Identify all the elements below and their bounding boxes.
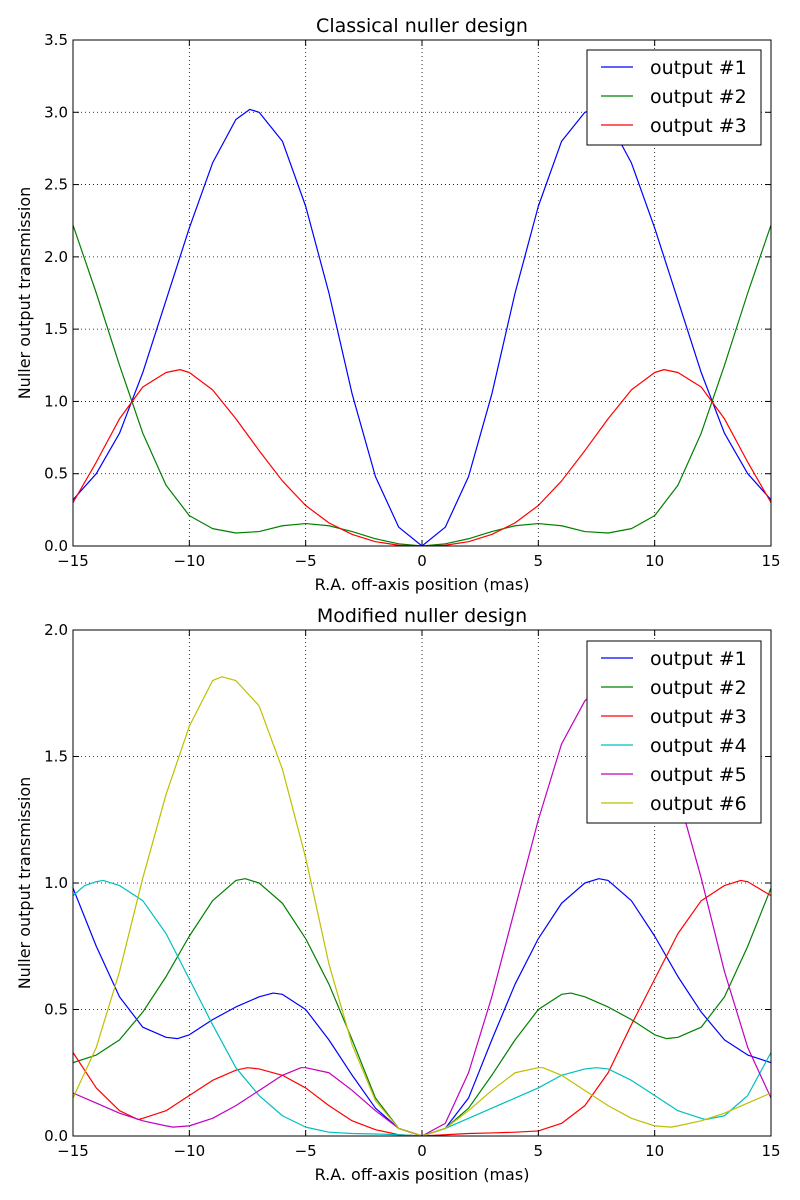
series-line-2 bbox=[73, 878, 771, 1136]
y-tick-label: 1.0 bbox=[44, 392, 68, 410]
x-tick-label: 15 bbox=[761, 1142, 780, 1160]
y-axis-label: Nuller output transmission bbox=[15, 187, 34, 400]
x-tick-label: −5 bbox=[295, 552, 317, 570]
y-tick-label: 0.5 bbox=[44, 465, 68, 483]
x-tick-label: 15 bbox=[761, 552, 780, 570]
x-tick-label: −10 bbox=[174, 552, 206, 570]
y-tick-label: 3.5 bbox=[44, 31, 68, 49]
x-tick-label: −10 bbox=[174, 1142, 206, 1160]
legend: output #1 output #2 output #3 output #4 outp… bbox=[586, 640, 762, 824]
series-line-1 bbox=[73, 878, 771, 1136]
x-tick-label: −15 bbox=[57, 552, 89, 570]
x-tick-label: 10 bbox=[645, 1142, 664, 1160]
legend-label-2: output #2 bbox=[650, 677, 747, 699]
x-tick-label: 5 bbox=[534, 552, 544, 570]
y-tick-label: 2.0 bbox=[44, 248, 68, 266]
legend-label-2: output #2 bbox=[650, 86, 747, 108]
y-tick-label: 1.0 bbox=[44, 874, 68, 892]
legend-label-3: output #3 bbox=[650, 115, 747, 137]
legend-label-6: output #6 bbox=[650, 793, 747, 815]
x-tick-label: −15 bbox=[57, 1142, 89, 1160]
x-tick-label: 0 bbox=[417, 1142, 427, 1160]
y-tick-label: 2.0 bbox=[44, 621, 68, 639]
y-tick-label: 2.5 bbox=[44, 176, 68, 194]
legend-label-1: output #1 bbox=[650, 648, 747, 670]
y-tick-label: 0.5 bbox=[44, 1001, 68, 1019]
series-line-3 bbox=[73, 369, 771, 546]
y-tick-label: 0.0 bbox=[44, 537, 68, 555]
x-axis-label: R.A. off-axis position (mas) bbox=[315, 575, 530, 594]
y-tick-label: 1.5 bbox=[44, 320, 68, 338]
x-tick-label: 10 bbox=[645, 552, 664, 570]
x-tick-label: 5 bbox=[534, 1142, 544, 1160]
chart-title: Modified nuller design bbox=[317, 605, 527, 627]
legend-label-5: output #5 bbox=[650, 764, 747, 786]
chart-1: −15 −10 −5 0 5 10 15 0.0 0.5 1.0 1.5 2.0 2.5 3.0 3.5 Cl… bbox=[15, 15, 781, 594]
y-tick-label: 0.0 bbox=[44, 1127, 68, 1145]
y-tick-label: 3.0 bbox=[44, 103, 68, 121]
legend-label-3: output #3 bbox=[650, 706, 747, 728]
x-tick-label: 0 bbox=[417, 552, 427, 570]
y-tick-label: 1.5 bbox=[44, 748, 68, 766]
x-axis-label: R.A. off-axis position (mas) bbox=[315, 1165, 530, 1184]
chart-title: Classical nuller design bbox=[316, 15, 528, 37]
legend-box bbox=[586, 49, 762, 146]
legend-label-1: output #1 bbox=[650, 57, 747, 79]
y-axis-label: Nuller output transmission bbox=[15, 777, 34, 990]
series-line-2 bbox=[73, 224, 771, 546]
legend: output #1 output #2 output #3 bbox=[586, 49, 762, 146]
series-line-6 bbox=[73, 676, 771, 1136]
x-tick-label: −5 bbox=[295, 1142, 317, 1160]
chart-2: −15 −10 −5 0 5 10 15 0.0 0.5 1.0 1.5 2.0 Modified nu… bbox=[15, 605, 781, 1184]
series-line-4 bbox=[73, 879, 771, 1136]
legend-box bbox=[586, 640, 762, 824]
series-line-1 bbox=[73, 108, 771, 546]
legend-label-4: output #4 bbox=[650, 735, 747, 757]
